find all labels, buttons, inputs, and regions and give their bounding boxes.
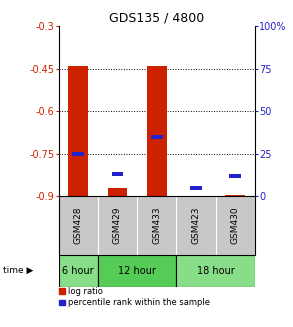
Bar <box>147 66 166 196</box>
Bar <box>190 186 202 190</box>
Text: GSM429: GSM429 <box>113 207 122 244</box>
Text: 6 hour: 6 hour <box>62 266 94 276</box>
Text: 12 hour: 12 hour <box>118 266 156 276</box>
Bar <box>176 255 255 286</box>
Bar <box>151 135 163 139</box>
Bar <box>108 188 127 196</box>
Legend: log ratio, percentile rank within the sample: log ratio, percentile rank within the sa… <box>59 287 210 307</box>
Bar <box>59 255 98 286</box>
Text: GSM428: GSM428 <box>74 207 83 244</box>
Text: GSM430: GSM430 <box>231 207 240 244</box>
Text: time ▶: time ▶ <box>3 266 33 275</box>
Bar <box>226 195 245 196</box>
Bar <box>186 196 206 198</box>
Bar <box>72 152 84 156</box>
Text: GSM423: GSM423 <box>192 207 200 244</box>
Bar <box>98 255 176 286</box>
Text: GSM433: GSM433 <box>152 207 161 244</box>
Bar <box>229 174 241 178</box>
Bar <box>68 66 88 196</box>
Bar <box>112 172 123 176</box>
Title: GDS135 / 4800: GDS135 / 4800 <box>109 12 205 25</box>
Text: 18 hour: 18 hour <box>197 266 234 276</box>
